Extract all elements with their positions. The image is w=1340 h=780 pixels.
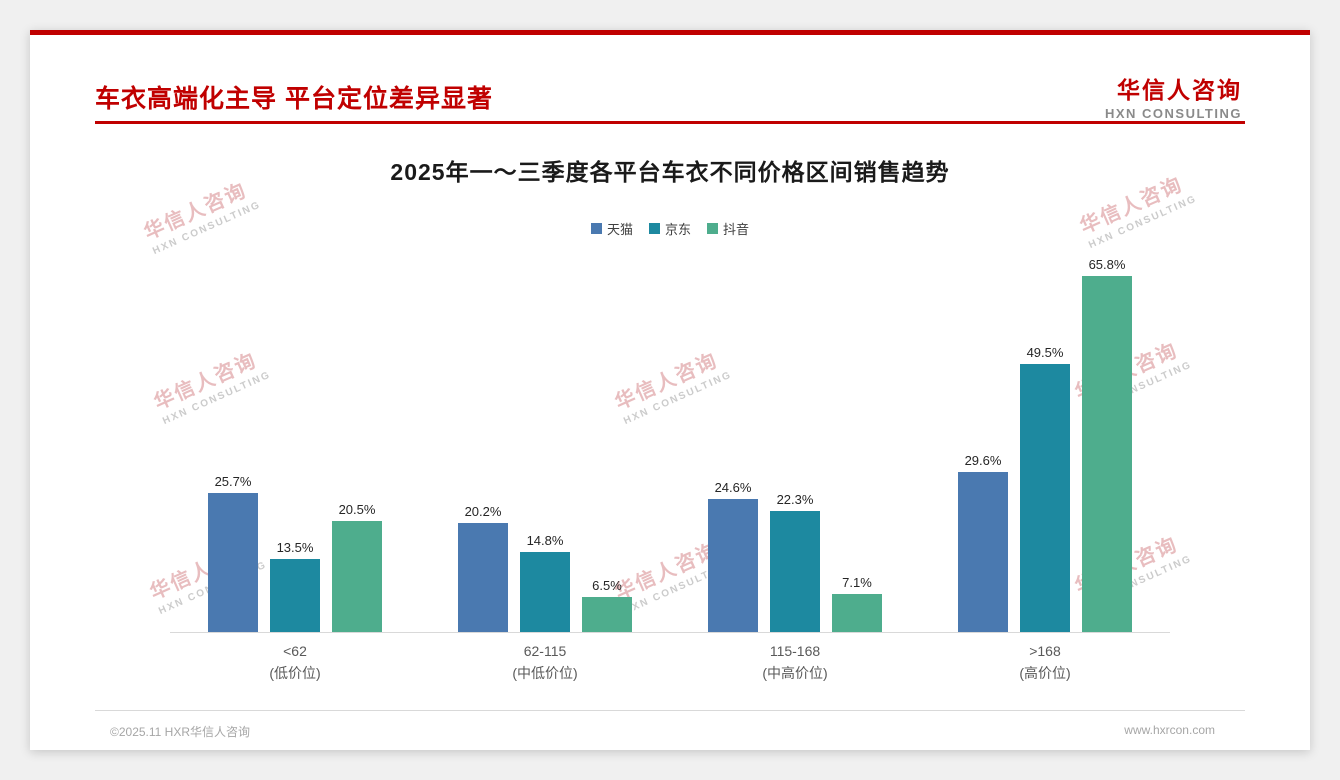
chart-title: 2025年一～三季度各平台车衣不同价格区间销售趋势 (390, 159, 950, 185)
bar-chart-plot: 25.7% 13.5% 20.5% 20.2% 14.8% 6.5% 24.6% 22.3% 7… (170, 253, 1170, 633)
category-range: 62-115 (523, 643, 567, 659)
legend-item: 京东 (648, 219, 691, 238)
category-tier: (中高价位) (762, 664, 828, 681)
slide-card: 华信人咨询 HXN CONSULTING 华信人咨询 HXN CONSULTING 华信… (30, 30, 1310, 750)
bar-column: 13.5% (270, 540, 320, 632)
category-range: 115-168 (769, 643, 821, 659)
footer-copyright: ©2025.11 HXR华信人咨询 (110, 725, 250, 739)
bar-value-label: 14.8% (526, 533, 564, 548)
legend-item: 天猫 (590, 219, 633, 238)
bar (582, 597, 632, 632)
bar-column: 24.6% (708, 480, 758, 632)
bar-value-label: 6.5% (592, 578, 622, 593)
bar-value-label: 22.3% (776, 492, 814, 507)
bar-group: 24.6% 22.3% 7.1% (702, 480, 888, 632)
bar (270, 559, 320, 632)
bar-column: 22.3% (770, 492, 820, 632)
bar-column: 65.8% (1082, 257, 1132, 632)
category-tier: (高价位) (1019, 664, 1071, 681)
bar (770, 511, 820, 632)
category-label: <62 (低价位) (170, 641, 420, 684)
logo-english-text: HXN CONSULTING (1104, 106, 1242, 121)
chart-area: 25.7% 13.5% 20.5% 20.2% 14.8% 6.5% 24.6% 22.3% 7… (170, 253, 1170, 684)
category-label: >168 (高价位) (920, 641, 1170, 684)
legend-swatch-icon (648, 223, 660, 234)
bar-value-label: 13.5% (276, 540, 314, 555)
x-axis-labels: <62 (低价位) 62-115 (中低价位) 115-168 (中高价位) >168 (高价… (170, 641, 1170, 684)
bar-column: 20.5% (332, 502, 382, 632)
category-label: 62-115 (中低价位) (420, 641, 670, 684)
bar-column: 25.7% (208, 474, 258, 632)
category-tier: (中低价位) (512, 664, 578, 681)
bar-column: 49.5% (1020, 345, 1070, 632)
legend-item: 抖音 (707, 219, 749, 238)
bar (708, 499, 758, 632)
bar-column: 20.2% (458, 504, 508, 632)
legend-swatch-icon (707, 223, 718, 234)
bar-value-label: 20.2% (464, 504, 502, 519)
chart-legend: 天猫 京东 抖音 (30, 219, 1310, 238)
header-divider (95, 121, 1245, 124)
footer-divider (95, 710, 1245, 711)
slide-content: 车衣高端化主导 平台定位差异显著 华信人咨询 HXN CONSULTING 20… (30, 35, 1310, 750)
bar-column: 6.5% (582, 578, 632, 632)
legend-label: 京东 (664, 222, 691, 237)
bar (1082, 276, 1132, 632)
bar-value-label: 20.5% (338, 502, 376, 517)
logo-chinese-text: 华信人咨询 (1117, 77, 1242, 103)
bar (332, 521, 382, 632)
bar-column: 7.1% (832, 575, 882, 632)
bar-value-label: 29.6% (964, 453, 1002, 468)
bar (208, 493, 258, 632)
bar-value-label: 65.8% (1088, 257, 1126, 272)
bar-group: 25.7% 13.5% 20.5% (202, 474, 388, 632)
bar (520, 552, 570, 632)
legend-label: 天猫 (606, 222, 633, 237)
bar (958, 472, 1008, 632)
bar-value-label: 7.1% (842, 575, 872, 590)
bar-group: 20.2% 14.8% 6.5% (452, 504, 638, 632)
category-tier: (低价位) (269, 664, 321, 681)
bar-group: 29.6% 49.5% 65.8% (952, 257, 1138, 632)
legend-swatch-icon (590, 223, 602, 234)
page-title: 车衣高端化主导 平台定位差异显著 (95, 85, 493, 113)
footer-website: www.hxrcon.com (1124, 723, 1215, 737)
bar-column: 29.6% (958, 453, 1008, 632)
bar (458, 523, 508, 632)
bar-value-label: 25.7% (214, 474, 252, 489)
category-label: 115-168 (中高价位) (670, 641, 920, 684)
bar-column: 14.8% (520, 533, 570, 632)
category-range: >168 (1029, 643, 1061, 659)
bar-value-label: 24.6% (714, 480, 752, 495)
bar-value-label: 49.5% (1026, 345, 1064, 360)
legend-label: 抖音 (723, 222, 750, 237)
category-range: <62 (283, 643, 307, 659)
company-logo: 华信人咨询 HXN CONSULTING (1105, 71, 1242, 121)
bar (1020, 364, 1070, 632)
bar (832, 594, 882, 632)
